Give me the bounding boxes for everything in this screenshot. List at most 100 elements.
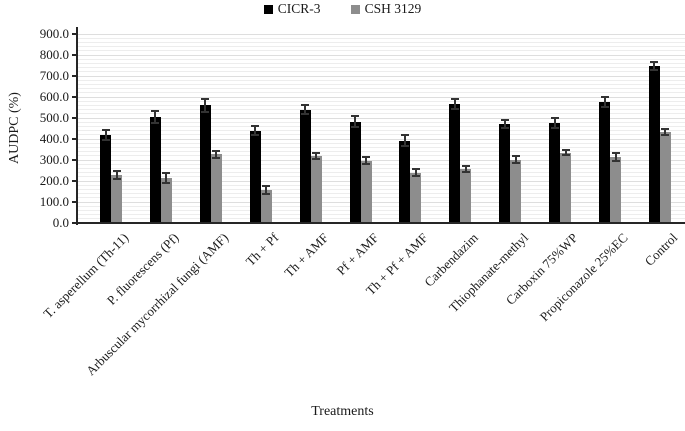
error-bar-cap-bottom bbox=[262, 193, 271, 196]
gridline bbox=[77, 46, 685, 48]
bar-csh-3129 bbox=[410, 172, 422, 223]
error-bar-cap-top bbox=[411, 167, 420, 170]
error-bar-cap-top bbox=[262, 184, 271, 187]
error-bar-cap-bottom bbox=[162, 181, 171, 184]
error-bar bbox=[212, 149, 221, 159]
gridline bbox=[77, 75, 685, 77]
gridline bbox=[77, 176, 685, 178]
gridline bbox=[77, 180, 685, 182]
gridline bbox=[77, 104, 685, 106]
error-bar bbox=[151, 110, 160, 124]
error-bar bbox=[301, 103, 310, 116]
error-bar bbox=[650, 61, 659, 71]
error-bar bbox=[112, 170, 121, 181]
gridline bbox=[77, 41, 685, 43]
error-bar-stem bbox=[204, 98, 207, 113]
error-bar-cap-bottom bbox=[650, 68, 659, 71]
error-bar bbox=[461, 165, 470, 174]
gridline bbox=[77, 54, 685, 56]
error-bar bbox=[162, 172, 171, 184]
error-bar-cap-top bbox=[600, 95, 609, 98]
error-bar bbox=[661, 127, 670, 137]
bar-cicr-3 bbox=[149, 116, 161, 223]
error-bar-stem bbox=[403, 133, 406, 148]
gridline bbox=[77, 159, 685, 161]
y-axis-tick bbox=[72, 180, 77, 182]
bar-csh-3129 bbox=[210, 154, 222, 223]
y-tick-label: 200.0 bbox=[39, 173, 69, 188]
error-bar-cap-bottom bbox=[151, 121, 160, 124]
error-bar bbox=[411, 167, 420, 178]
gridline bbox=[77, 58, 685, 60]
error-bar-stem bbox=[414, 167, 417, 178]
y-tick-label: 700.0 bbox=[39, 68, 69, 83]
error-bar-cap-bottom bbox=[212, 156, 221, 159]
gridline bbox=[77, 37, 685, 39]
error-bar-stem bbox=[154, 110, 157, 124]
error-bar-cap-bottom bbox=[251, 133, 260, 136]
gridline bbox=[77, 125, 685, 127]
error-bar-cap-bottom bbox=[500, 127, 509, 130]
error-bar-cap-bottom bbox=[611, 159, 620, 162]
gridline bbox=[77, 214, 685, 216]
error-bar-cap-bottom bbox=[351, 125, 359, 128]
error-bar-cap-bottom bbox=[661, 134, 670, 137]
error-bar-stem bbox=[553, 116, 556, 129]
bar-csh-3129 bbox=[160, 178, 172, 223]
error-bar-cap-top bbox=[561, 148, 570, 151]
y-tick-label: 100.0 bbox=[39, 194, 69, 209]
error-bar-stem bbox=[664, 127, 667, 137]
y-axis-tick bbox=[72, 222, 77, 224]
legend-swatch-icon bbox=[263, 4, 273, 14]
bar-csh-3129 bbox=[610, 156, 621, 223]
bar-cicr-3 bbox=[449, 104, 461, 223]
y-tick-label: 300.0 bbox=[39, 152, 69, 167]
error-bar-cap-bottom bbox=[400, 145, 409, 148]
gridline bbox=[77, 218, 685, 220]
x-category-label: Control bbox=[641, 230, 681, 269]
gridline bbox=[77, 33, 685, 35]
error-bar-cap-top bbox=[611, 151, 620, 154]
error-bar-cap-top bbox=[212, 149, 221, 152]
error-bar-stem bbox=[104, 128, 107, 141]
x-axis-title: Treatments bbox=[311, 404, 374, 419]
bar-cicr-3 bbox=[399, 140, 411, 223]
gridline bbox=[77, 151, 685, 153]
error-bar-cap-top bbox=[511, 155, 520, 158]
gridline bbox=[77, 130, 685, 132]
error-bar bbox=[262, 184, 271, 196]
error-bar-cap-top bbox=[162, 172, 171, 175]
error-bar-stem bbox=[653, 61, 656, 71]
gridline bbox=[77, 50, 685, 52]
error-bar-cap-bottom bbox=[112, 178, 121, 181]
error-bar-cap-bottom bbox=[450, 108, 459, 111]
bar-cicr-3 bbox=[100, 134, 111, 223]
y-tick-label: 600.0 bbox=[39, 89, 69, 104]
bar-cicr-3 bbox=[599, 101, 610, 223]
error-bar bbox=[561, 148, 570, 157]
error-bar-cap-top bbox=[400, 133, 409, 136]
error-bar-cap-bottom bbox=[312, 157, 321, 160]
x-category-label: Th + AMF bbox=[281, 230, 332, 281]
x-axis-line bbox=[77, 222, 685, 224]
gridline bbox=[77, 184, 685, 186]
error-bar-cap-top bbox=[661, 127, 670, 130]
error-bar-stem bbox=[603, 95, 606, 109]
error-bar bbox=[450, 98, 459, 111]
gridline bbox=[77, 88, 685, 90]
error-bar-cap-top bbox=[112, 170, 121, 173]
gridline bbox=[77, 71, 685, 73]
error-bar-cap-bottom bbox=[201, 110, 210, 113]
legend-label: CICR-3 bbox=[277, 1, 321, 16]
y-axis-tick bbox=[72, 33, 77, 35]
gridline bbox=[77, 117, 685, 119]
legend-item-cicr-3: CICR-3 bbox=[263, 1, 321, 17]
gridline bbox=[77, 172, 685, 174]
error-bar-stem bbox=[165, 172, 168, 184]
bar-csh-3129 bbox=[460, 169, 472, 223]
error-bar-cap-bottom bbox=[600, 106, 609, 109]
y-axis-tick bbox=[72, 201, 77, 203]
error-bar bbox=[511, 155, 520, 165]
error-bar-stem bbox=[365, 156, 367, 166]
bar-cicr-3 bbox=[299, 109, 311, 223]
